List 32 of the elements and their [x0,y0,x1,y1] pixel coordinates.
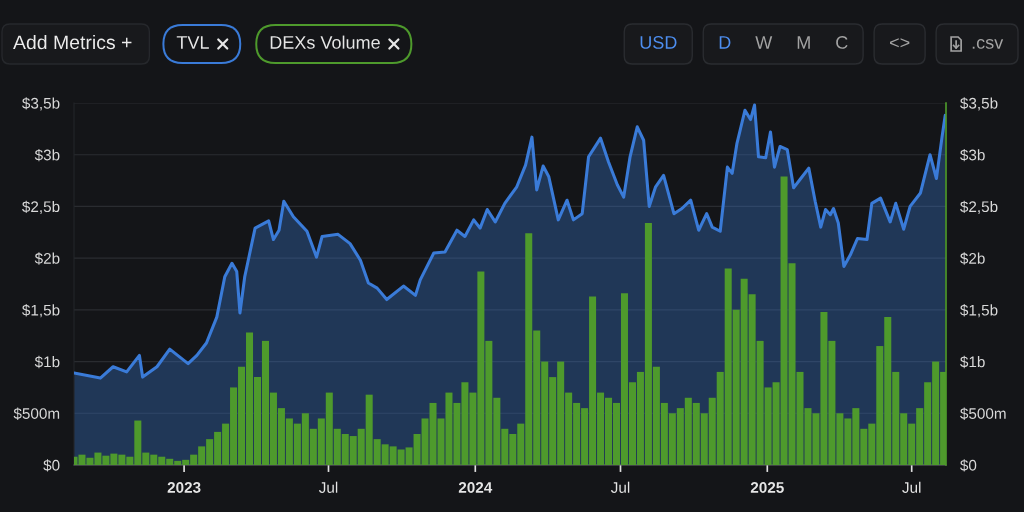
y-tick-label: $2,5b [22,200,60,214]
x-tick-label: Jul [902,481,921,493]
y2-tick-label: $3b [960,148,985,162]
y2-tick-label: $3,5b [960,97,998,111]
y2-tick-label: $2b [960,252,985,265]
y-tick-label: $500m [13,407,60,420]
y2-tick-label: $500m [960,407,1006,420]
text: C [836,36,848,49]
y2-tick-label: $0 [960,459,977,472]
y2-tick-label: $2,5b [960,200,998,214]
text: W [755,36,773,49]
x-tick-label: Jul [318,481,338,493]
y-tick-label: $1b [34,355,60,369]
y-tick-label: $3,5b [22,97,60,111]
x-tick-label: Jul [610,481,630,493]
y-tick-label: $2b [34,252,60,265]
text: <> [890,38,910,48]
x-tick-label: 2024 [458,482,493,493]
text: D [719,36,731,49]
y-tick-label: $0 [43,459,60,472]
text: USD [640,36,677,49]
y2-tick-label: $1b [960,355,985,369]
text: DEXs Volume [270,35,380,49]
y-tick-label: $1,5b [22,304,60,318]
x-tick-label: 2025 [750,482,784,493]
text: TVL [176,36,209,49]
y-tick-label: $3b [34,148,60,162]
x-tick-label: 2023 [167,482,201,493]
y2-tick-label: $1,5b [960,304,998,318]
text: M [797,36,810,49]
text: Add Metrics + [13,34,132,50]
text: .csv [972,38,1004,49]
